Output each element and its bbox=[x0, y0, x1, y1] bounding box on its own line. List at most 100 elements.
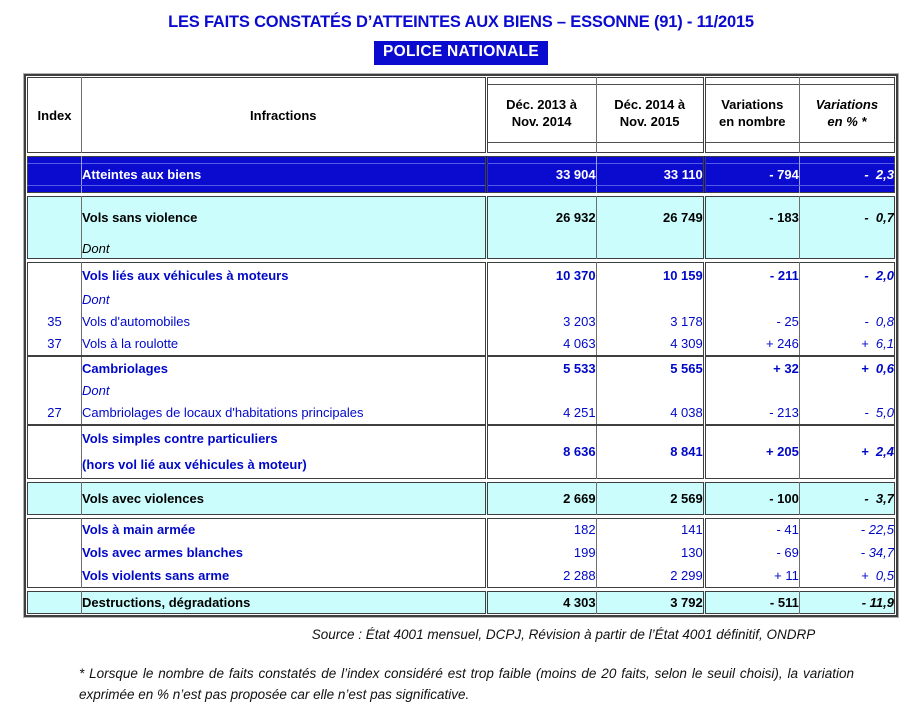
cell-value-2015: 8 841 bbox=[595, 423, 705, 478]
row-vols-vehicules: Vols liés aux véhicules à moteurs 10 370… bbox=[28, 262, 895, 289]
empty-cell bbox=[28, 289, 82, 310]
cell-index bbox=[28, 564, 82, 587]
cell-var-pct: - 11,9 bbox=[798, 591, 895, 613]
section-vols-details: Vols liés aux véhicules à moteurs 10 370… bbox=[27, 262, 895, 479]
empty-cell bbox=[798, 238, 895, 259]
empty-cell bbox=[28, 186, 82, 193]
cell-var-nombre: + 32 bbox=[702, 354, 800, 381]
cell-value-2014: 4 063 bbox=[484, 332, 597, 356]
empty-cell bbox=[484, 156, 597, 164]
empty-cell bbox=[484, 380, 597, 401]
cell-var-nombre: + 205 bbox=[702, 423, 800, 478]
cell-index: 27 bbox=[47, 404, 62, 420]
cell-label: Atteintes aux biens bbox=[81, 163, 486, 186]
col-header-infractions: Infractions bbox=[81, 77, 486, 153]
empty-cell bbox=[28, 239, 82, 259]
cell-value-2014: 4 303 bbox=[484, 591, 597, 613]
cell-var-pct: - 0,8 bbox=[798, 309, 895, 333]
empty-cell bbox=[702, 380, 800, 401]
cell-label: Vols simples contre particuliers (hors v… bbox=[81, 423, 486, 478]
cell-var-pct: - 34,7 bbox=[798, 541, 895, 564]
col-header-period1: Déc. 2013 à Nov. 2014 bbox=[484, 77, 597, 153]
cell-var-pct: + 0,5 bbox=[798, 564, 895, 587]
row-atteintes-aux-biens: Atteintes aux biens 33 904 33 110 - 794 … bbox=[27, 163, 895, 186]
row-vols-sans-violence: Vols sans violence 26 932 26 749 - 183 -… bbox=[28, 196, 895, 239]
cell-value-2015: 2 299 bbox=[595, 564, 705, 587]
asterisk-note: * Lorsque le nombre de faits constatés d… bbox=[79, 665, 854, 703]
cell-var-pct: - 5,0 bbox=[798, 400, 895, 425]
cell-var-nombre: - 794 bbox=[702, 163, 800, 186]
cell-index bbox=[28, 197, 82, 239]
cell-label: Vols avec violences bbox=[81, 482, 486, 514]
row-vols-armes-blanches: Vols avec armes blanches 199 130 - 69 - … bbox=[28, 541, 895, 564]
empty-cell bbox=[798, 185, 895, 193]
cell-var-nombre: - 211 bbox=[702, 262, 800, 289]
police-nationale-badge: POLICE NATIONALE bbox=[373, 41, 549, 65]
empty-cell bbox=[81, 185, 486, 193]
cell-value-2015: 141 bbox=[595, 518, 705, 541]
row-vols-main-armee: Vols à main armée 182 141 - 41 - 22,5 bbox=[28, 518, 895, 541]
cell-var-pct: - 2,0 bbox=[798, 262, 895, 289]
cell-var-nombre: - 25 bbox=[702, 309, 800, 333]
cell-value-2014: 182 bbox=[484, 518, 597, 541]
cell-value-2015: 4 038 bbox=[595, 400, 705, 425]
cell-dont-label: Dont bbox=[81, 288, 486, 310]
cell-var-nombre: - 41 bbox=[702, 518, 800, 541]
row-vols-automobiles: 35 Vols d'automobiles 3 203 3 178 - 25 -… bbox=[28, 309, 895, 333]
cell-label: Vols à la roulotte bbox=[81, 332, 486, 356]
col-header-var-count-box: Variations en nombre bbox=[707, 84, 799, 143]
label-line-1: Vols simples contre particuliers bbox=[82, 430, 278, 446]
cell-var-nombre: + 11 bbox=[702, 564, 800, 587]
empty-cell bbox=[702, 238, 800, 259]
page-title: LES FAITS CONSTATÉS D’ATTEINTES AUX BIEN… bbox=[168, 13, 754, 31]
spacer-row bbox=[28, 185, 895, 193]
row-dont: Dont bbox=[28, 238, 895, 259]
cell-value-2014: 3 203 bbox=[484, 309, 597, 333]
cell-var-pct: - 22,5 bbox=[798, 518, 895, 541]
cell-value-2014: 2 669 bbox=[484, 482, 597, 514]
cell-var-pct: + 2,4 bbox=[798, 423, 895, 478]
cell-var-pct: - 0,7 bbox=[798, 196, 895, 239]
row-destructions: Destructions, dégradations 4 303 3 792 -… bbox=[28, 591, 895, 613]
row-vols-simples: Vols simples contre particuliers (hors v… bbox=[27, 423, 895, 478]
cell-var-pct: + 0,6 bbox=[798, 354, 895, 381]
cell-dont-label: Dont bbox=[81, 380, 486, 401]
cell-var-pct: + 6,1 bbox=[798, 332, 895, 356]
section-vols-sans-violence: Vols sans violence 26 932 26 749 - 183 -… bbox=[27, 196, 895, 259]
col-header-index: Index bbox=[37, 107, 72, 123]
cell-index bbox=[27, 163, 82, 186]
empty-cell bbox=[798, 288, 895, 310]
header-row: Index Infractions Déc. 2013 à Nov. 2014 … bbox=[28, 77, 895, 153]
col-header-period1-box: Déc. 2013 à Nov. 2014 bbox=[489, 84, 596, 143]
empty-cell bbox=[595, 380, 705, 401]
cell-value-2014: 8 636 bbox=[484, 423, 597, 478]
row-cambriolages: Cambriolages 5 533 5 565 + 32 + 0,6 bbox=[27, 354, 895, 381]
cell-value-2015: 3 178 bbox=[595, 309, 705, 333]
cell-index bbox=[28, 482, 82, 514]
row-vols-avec-violences: Vols avec violences 2 669 2 569 - 100 - … bbox=[28, 482, 895, 514]
empty-cell bbox=[702, 288, 800, 310]
row-vols-violents-sans-arme: Vols violents sans arme 2 288 2 299 + 11… bbox=[28, 564, 895, 587]
cell-value-2014: 2 288 bbox=[484, 564, 597, 587]
empty-cell bbox=[81, 156, 486, 164]
cell-value-2015: 3 792 bbox=[595, 591, 705, 613]
cell-var-nombre: - 213 bbox=[702, 400, 800, 425]
cell-label: Destructions, dégradations bbox=[81, 591, 486, 613]
cell-value-2015: 130 bbox=[595, 541, 705, 564]
empty-cell bbox=[702, 156, 800, 164]
cell-label: Vols liés aux véhicules à moteurs bbox=[81, 262, 486, 289]
col-header-var-pct-box: Variations en % * bbox=[800, 84, 894, 143]
cell-dont-label: Dont bbox=[81, 238, 486, 259]
cell-index: 37 bbox=[47, 336, 62, 351]
cell-var-nombre: + 246 bbox=[702, 332, 800, 356]
empty-cell bbox=[484, 238, 597, 259]
empty-cell bbox=[798, 156, 895, 164]
empty-cell bbox=[595, 185, 705, 193]
empty-cell bbox=[28, 157, 82, 164]
cell-index bbox=[27, 354, 82, 381]
cell-var-pct: - 2,3 bbox=[798, 163, 895, 186]
cell-label: Cambriolages bbox=[81, 354, 486, 381]
col-header-period2: Déc. 2014 à Nov. 2015 bbox=[595, 77, 705, 153]
cell-label: Vols avec armes blanches bbox=[81, 541, 486, 564]
